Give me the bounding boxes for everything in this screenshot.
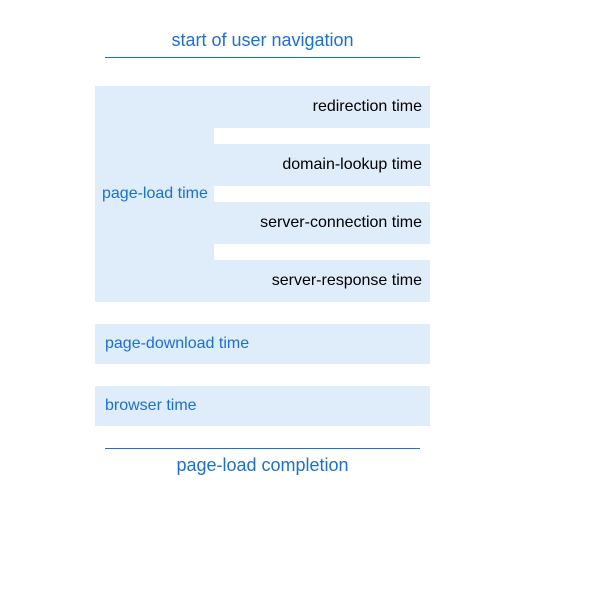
footer-label: page-load completion: [95, 455, 430, 476]
page-load-block: page-load time redirection time domain-l…: [95, 86, 430, 302]
page-load-sub-column: redirection time domain-lookup time serv…: [214, 86, 430, 302]
sub-item-server-response: server-response time: [214, 260, 430, 302]
browser-time-block: browser time: [95, 386, 430, 426]
sub-gap: [214, 128, 430, 144]
page-download-block: page-download time: [95, 324, 430, 364]
sub-item-domain-lookup: domain-lookup time: [214, 144, 430, 186]
header-label: start of user navigation: [95, 30, 430, 51]
sub-gap: [214, 186, 430, 202]
header-rule: [105, 57, 420, 58]
sub-item-redirection: redirection time: [214, 86, 430, 128]
page-download-label: page-download time: [105, 335, 249, 353]
page-load-label: page-load time: [95, 185, 208, 203]
sub-item-server-connection: server-connection time: [214, 202, 430, 244]
browser-time-label: browser time: [105, 397, 197, 415]
sub-gap: [214, 244, 430, 260]
diagram-container: start of user navigation page-load time …: [95, 30, 430, 476]
footer-rule: [105, 448, 420, 449]
